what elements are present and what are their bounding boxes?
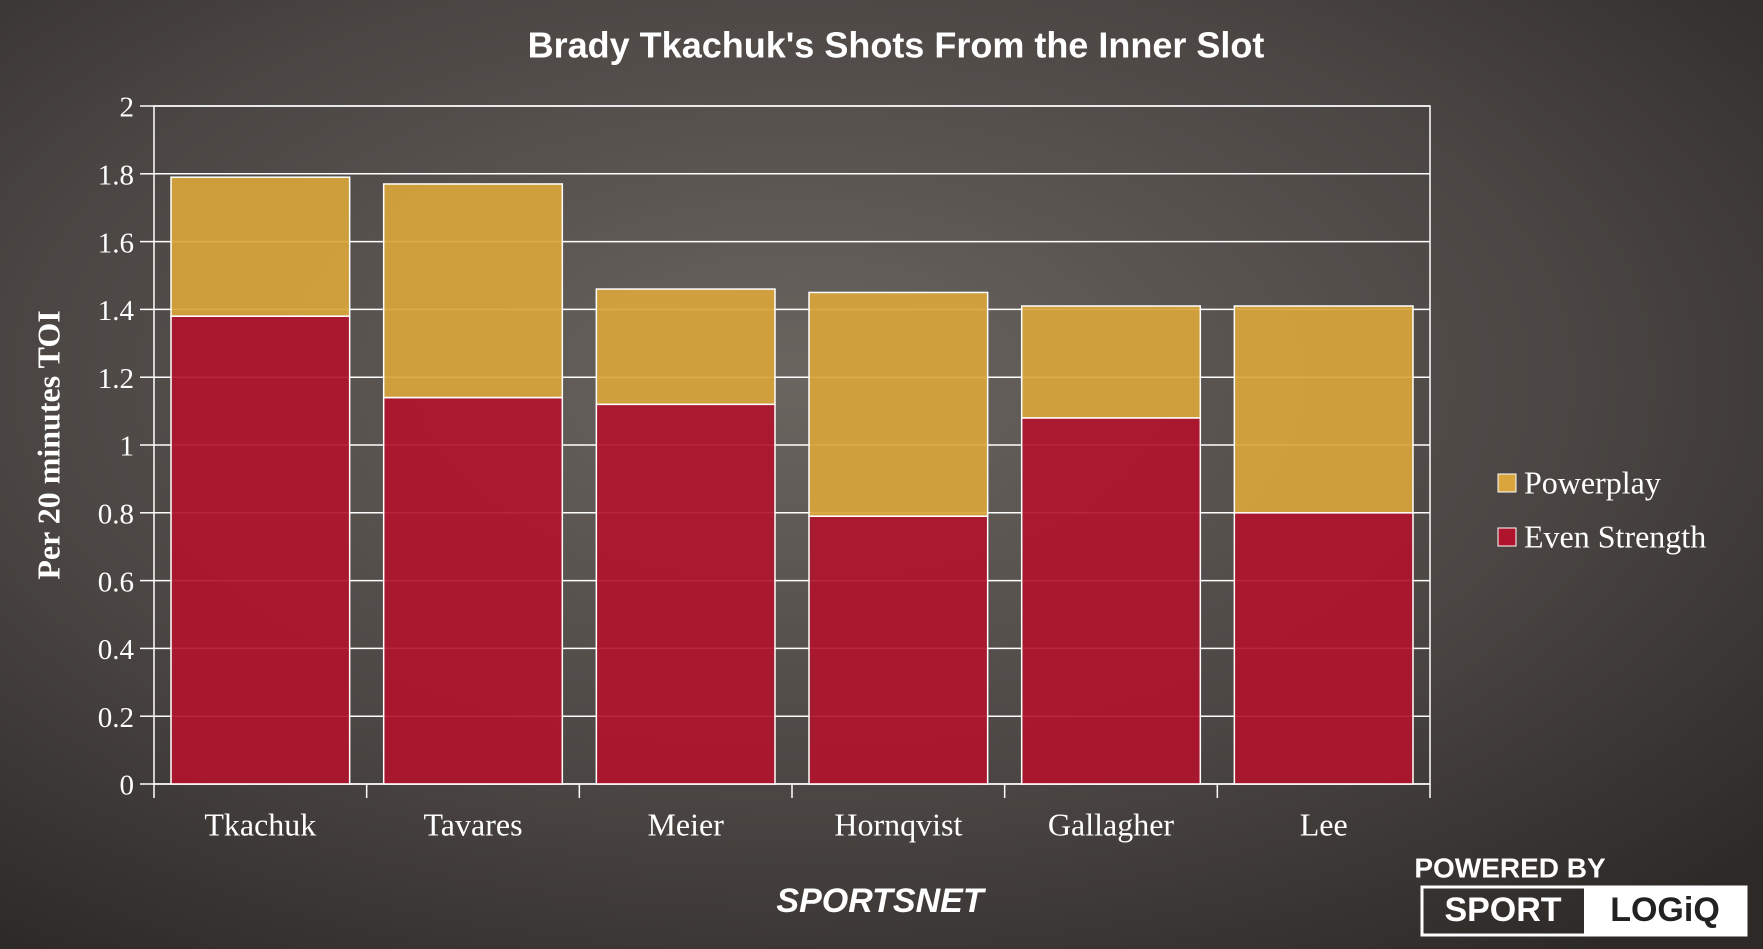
x-tick-label: Meier xyxy=(647,806,724,842)
x-tick-label: Tkachuk xyxy=(204,806,316,842)
bar-segment xyxy=(1020,305,1202,419)
bar-segment xyxy=(595,288,776,406)
bar-segment xyxy=(382,396,564,785)
legend-label: Even Strength xyxy=(1524,518,1706,554)
legend-label: Powerplay xyxy=(1524,464,1661,500)
bar-segment xyxy=(170,315,351,785)
x-tick-label: Hornqvist xyxy=(834,806,962,842)
bar-segment xyxy=(595,403,776,785)
legend-swatch xyxy=(1497,473,1517,493)
partner-left: SPORT xyxy=(1444,891,1561,929)
y-tick-label: 0.8 xyxy=(98,498,134,530)
chart-title: Brady Tkachuk's Shots From the Inner Slo… xyxy=(528,25,1265,66)
network-logo: SPORTSNET xyxy=(776,882,986,920)
partner-right: LOGiQ xyxy=(1610,891,1720,929)
x-tick-label: Lee xyxy=(1300,806,1348,842)
y-tick-label: 0.2 xyxy=(98,702,134,734)
bar-segment xyxy=(1233,305,1414,514)
bar-segment xyxy=(1233,512,1414,785)
y-tick-label: 1.6 xyxy=(98,227,134,259)
y-tick-label: 2 xyxy=(120,92,135,124)
x-tick-label: Gallagher xyxy=(1048,806,1175,842)
y-tick-label: 0.6 xyxy=(98,566,134,598)
x-tick-label: Tavares xyxy=(423,806,522,842)
y-tick-label: 1 xyxy=(120,431,135,463)
bar-segment xyxy=(808,515,989,785)
bar-segment xyxy=(1020,417,1202,785)
y-tick-label: 1.4 xyxy=(98,295,135,327)
bar-segment xyxy=(808,291,989,517)
y-axis-label: Per 20 minutes TOI xyxy=(30,310,66,579)
bar-segment xyxy=(382,183,564,399)
legend-swatch xyxy=(1497,527,1517,547)
powered-by: POWERED BY xyxy=(1414,852,1606,883)
y-tick-label: 0 xyxy=(120,770,135,802)
y-tick-label: 1.8 xyxy=(98,159,134,191)
y-tick-label: 0.4 xyxy=(98,634,135,666)
y-tick-label: 1.2 xyxy=(98,363,134,395)
partner-logo-fill xyxy=(1584,887,1746,935)
bar-segment xyxy=(170,176,351,317)
